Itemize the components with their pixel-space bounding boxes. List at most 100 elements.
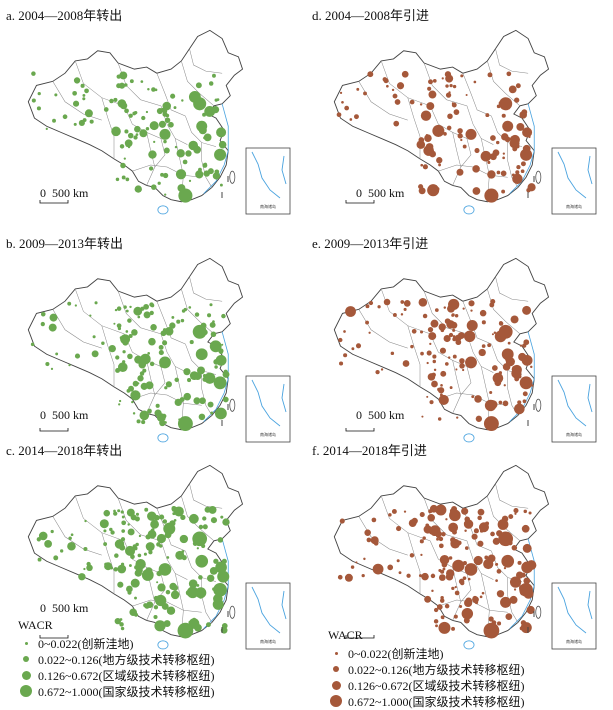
city-node — [445, 74, 454, 83]
province-border — [154, 366, 166, 396]
city-node — [487, 160, 491, 164]
city-node — [433, 619, 439, 624]
city-node — [195, 82, 202, 89]
city-node — [125, 309, 129, 313]
city-node — [170, 590, 180, 600]
panel-e: e. 2009—2013年引进 南海诸岛 0 500 km — [306, 228, 613, 458]
city-node — [472, 165, 480, 173]
city-node — [350, 565, 355, 569]
city-node — [84, 519, 87, 523]
city-node — [387, 564, 394, 571]
city-node — [438, 323, 446, 331]
city-node — [477, 540, 484, 547]
city-node-hub — [215, 561, 227, 574]
province-border — [381, 495, 431, 542]
city-node — [421, 415, 424, 418]
city-node — [217, 570, 230, 583]
city-node — [467, 520, 473, 526]
city-node — [471, 533, 478, 540]
city-node — [128, 564, 132, 567]
city-node — [145, 126, 150, 131]
city-node — [50, 529, 54, 534]
city-node — [140, 411, 149, 420]
city-node — [214, 98, 218, 102]
city-node — [183, 307, 188, 312]
city-node-hub — [522, 127, 533, 138]
legend-label: 0~0.022(创新洼地) — [38, 636, 134, 651]
city-node — [129, 608, 137, 617]
province-border — [438, 599, 508, 613]
city-node — [485, 113, 490, 118]
city-node — [160, 172, 164, 177]
scale-bar: 0 500 km — [356, 186, 404, 201]
city-node — [193, 372, 202, 381]
city-node — [221, 313, 226, 319]
city-node — [410, 344, 414, 349]
city-node — [453, 614, 458, 619]
city-node — [48, 323, 57, 332]
city-node — [377, 305, 381, 309]
province-border — [52, 309, 102, 349]
city-node — [355, 561, 358, 564]
city-node — [60, 549, 64, 553]
city-node — [495, 140, 500, 145]
city-node — [380, 368, 384, 371]
city-node — [175, 169, 187, 180]
city-node — [370, 536, 379, 545]
city-node — [516, 122, 525, 131]
city-node — [113, 567, 118, 572]
city-node — [202, 524, 208, 530]
city-node — [202, 374, 207, 378]
city-node — [424, 134, 432, 142]
city-node — [400, 300, 405, 304]
city-node — [508, 85, 517, 94]
city-node — [118, 82, 126, 89]
city-node-hub — [519, 582, 533, 597]
city-node — [135, 133, 139, 136]
city-node — [108, 344, 116, 353]
city-node — [134, 125, 141, 133]
city-node — [501, 515, 509, 523]
city-node — [219, 350, 223, 355]
city-node — [356, 87, 360, 91]
city-node — [368, 300, 374, 306]
city-node — [493, 331, 497, 334]
province-border — [189, 276, 223, 302]
legend-label: 0.672~1.000(国家级技术转移枢纽) — [348, 694, 525, 709]
city-node-hub — [465, 128, 477, 140]
city-node — [507, 341, 511, 345]
city-node — [400, 313, 404, 316]
city-node — [120, 510, 124, 514]
south-china-sea-inset: 南海诸岛 — [551, 147, 597, 215]
city-node — [156, 533, 167, 544]
city-node — [117, 581, 124, 588]
legend-item: 0.022~0.126(地方级技术转移枢纽) — [328, 661, 525, 677]
city-node-hub — [521, 354, 533, 366]
city-node — [101, 341, 105, 345]
city-node — [502, 156, 505, 160]
city-node — [133, 110, 138, 115]
city-node — [430, 319, 439, 328]
city-node-hub — [498, 531, 514, 547]
city-node-hub — [195, 554, 209, 568]
city-node — [82, 94, 86, 97]
scale-bar: 0 500 km — [356, 408, 404, 423]
city-node — [477, 515, 482, 521]
inset-label: 南海诸岛 — [566, 203, 582, 209]
city-node — [113, 97, 118, 102]
legend-item: 0.672~1.000(国家级技术转移枢纽) — [18, 683, 215, 699]
province-border — [480, 366, 490, 430]
city-node — [454, 314, 459, 318]
city-node — [419, 511, 425, 518]
city-node — [422, 164, 428, 170]
city-node — [147, 511, 157, 521]
city-node — [452, 328, 456, 332]
city-node — [439, 555, 450, 565]
city-node — [54, 93, 58, 97]
city-node — [338, 337, 343, 343]
city-node — [454, 586, 457, 589]
city-node — [131, 400, 134, 404]
city-node — [166, 606, 176, 615]
city-node — [124, 108, 129, 114]
city-node — [154, 620, 166, 632]
